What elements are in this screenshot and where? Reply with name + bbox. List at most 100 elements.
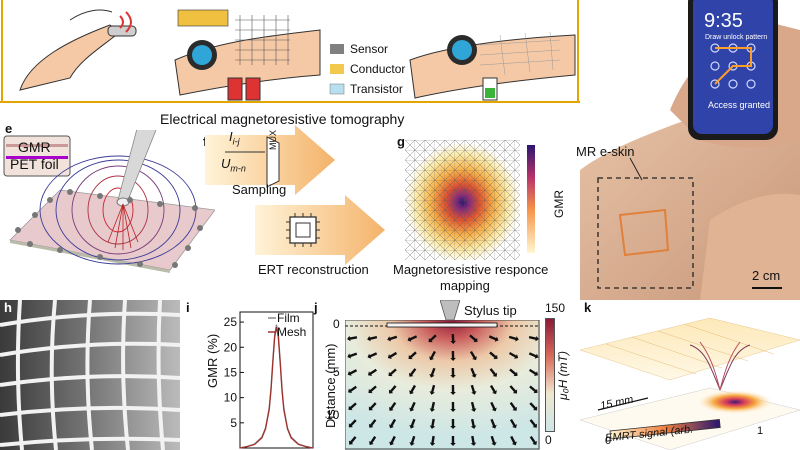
field-arrow	[450, 333, 456, 344]
field-arrow	[429, 367, 436, 378]
panel-label-i: i	[186, 300, 190, 315]
field-arrow	[450, 384, 456, 395]
field-arrow	[367, 368, 378, 376]
field-arrow	[369, 435, 377, 446]
field-arrow	[368, 402, 377, 411]
sensor-swatch	[330, 44, 344, 54]
field-arrow	[508, 351, 519, 359]
field-arrow	[509, 402, 518, 411]
j-colorbar-max: 150	[545, 301, 566, 315]
field-arrow	[489, 368, 498, 377]
field-arrow	[450, 350, 456, 361]
gmr-layer-label: GMR	[18, 139, 51, 155]
field-arrow	[490, 418, 497, 429]
g-caption-line2: mapping	[440, 278, 490, 293]
field-arrow	[509, 368, 518, 377]
field-arrow	[470, 401, 477, 412]
field-arrow	[529, 385, 538, 394]
j-colorbar	[545, 318, 555, 432]
field-arrow	[388, 368, 397, 377]
stylus-tip-shape	[439, 299, 461, 322]
field-arrow	[368, 419, 377, 428]
field-arrow	[469, 350, 477, 361]
g-caption-line1: Magnetoresistive responce	[393, 262, 549, 277]
field-arrow	[348, 402, 357, 411]
j-colorbar-label: μ₀H (mT)	[556, 351, 570, 400]
panel-label-g: g	[397, 134, 405, 149]
panel-g-map	[405, 140, 540, 260]
chart-i-ytick-label: 5	[230, 416, 237, 430]
field-arrow	[429, 384, 436, 395]
field-arrow	[428, 334, 437, 343]
photo-panel	[580, 0, 800, 300]
field-arrow	[409, 384, 417, 395]
field-arrow	[388, 385, 397, 394]
chart-i-ytick-label: 20	[224, 340, 238, 354]
field-arrow	[470, 435, 477, 446]
field-arrow	[509, 385, 518, 394]
field-arrow	[529, 419, 538, 428]
transistor-swatch	[329, 83, 345, 95]
chart-i-series-film	[239, 324, 314, 449]
field-arrow	[528, 352, 539, 359]
field-arrow	[367, 335, 378, 342]
field-arrow	[429, 435, 436, 446]
phone-time: 9:35	[704, 10, 743, 32]
panel-f-flow	[195, 125, 395, 285]
field-arrow	[429, 418, 436, 429]
ert-caption: Electrical magnetoresistive tomography	[160, 111, 405, 127]
field-arrow	[407, 335, 418, 342]
field-arrow	[469, 334, 478, 343]
field-arrow	[387, 335, 398, 342]
chart-i-frame	[239, 311, 314, 449]
gmr-colorbar-label: GMR	[552, 190, 566, 218]
field-arrow	[368, 385, 377, 394]
k-colorbar-max: 1	[757, 425, 764, 437]
field-arrow	[429, 401, 436, 412]
j-colorbar-min: 0	[545, 433, 552, 447]
current-symbol: Ii-j	[229, 129, 240, 147]
field-arrow	[409, 418, 416, 429]
field-arrow	[387, 351, 398, 359]
legend-transistor: Transistor	[350, 82, 403, 96]
j-ytick-5: 5	[333, 365, 340, 379]
field-arrow	[409, 401, 416, 412]
field-arrow	[528, 368, 539, 376]
panel-j-field-map	[345, 320, 540, 450]
field-arrow	[529, 436, 537, 445]
phone-prompt: Draw unlock pattern	[705, 34, 768, 41]
eskin-label: MR e-skin	[576, 144, 635, 159]
top-illustrations	[0, 0, 580, 103]
field-arrow	[450, 367, 456, 378]
field-arrow	[488, 335, 499, 342]
panel-k-3d-plot	[570, 310, 800, 450]
field-arrow	[348, 385, 357, 394]
field-arrow	[509, 418, 517, 429]
photo-scale-bar: 2 cm	[752, 268, 781, 283]
panel-h-photo	[0, 300, 180, 450]
field-arrow	[389, 418, 397, 429]
field-arrow	[347, 369, 358, 376]
mux-label: MUX	[268, 130, 278, 150]
field-arrow	[450, 435, 456, 446]
field-arrow	[450, 418, 456, 429]
field-arrow	[470, 367, 477, 378]
conductor-swatch	[330, 64, 344, 74]
panel-label-e: e	[5, 121, 13, 136]
legend-sensor: Sensor	[350, 42, 389, 56]
field-arrow	[408, 368, 417, 377]
panel-e-diagram	[0, 124, 216, 285]
legend-conductor: Conductor	[350, 62, 406, 76]
chart-i-ytick-label: 15	[224, 365, 238, 379]
field-arrow	[409, 435, 416, 446]
chart-i-series-mesh	[239, 326, 314, 449]
field-arrow	[489, 384, 497, 395]
field-arrow	[408, 351, 417, 360]
phone-status: Access granted	[708, 100, 771, 110]
panel-label-k: k	[584, 300, 592, 315]
field-arrow	[348, 436, 357, 445]
stylus-tip-label: Stylus tip	[464, 303, 517, 318]
field-arrow	[367, 352, 378, 359]
field-arrow	[490, 435, 497, 446]
